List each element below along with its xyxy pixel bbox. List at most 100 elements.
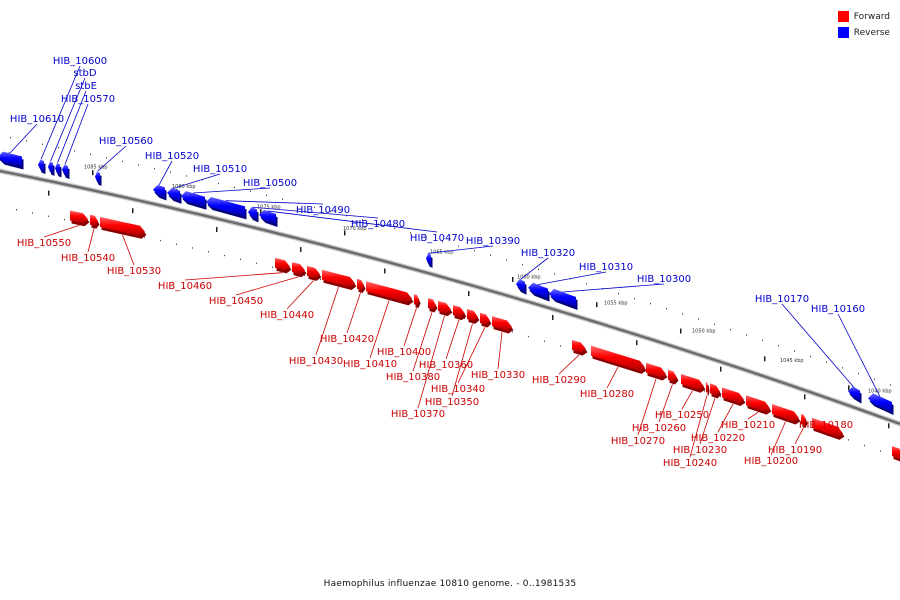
reverse-gene[interactable] [167,187,182,204]
gene-label[interactable]: HIB_10560 [99,136,153,147]
gene-label[interactable]: HIB_10600 [53,56,107,67]
gene-label[interactable]: HIB_10180 [799,420,853,431]
forward-gene[interactable] [710,383,722,399]
gene-label[interactable]: HIB_10540 [61,253,115,264]
gene-label[interactable]: HIB_10160 [811,304,865,315]
gene-label[interactable]: HIB_10250 [655,410,709,421]
gene-label[interactable]: HIB_10270 [611,436,665,447]
forward-gene[interactable] [706,382,710,396]
gene-label[interactable]: HIB_10520 [145,151,199,162]
minor-tick [458,245,459,247]
reverse-gene[interactable] [48,161,55,176]
reverse-gene[interactable] [259,209,278,228]
gene-label[interactable]: HIB_10310 [579,262,633,273]
minor-tick [122,160,123,162]
forward-gene[interactable] [746,395,772,415]
reverse-gene[interactable] [62,164,70,180]
gene-label[interactable]: HIB_10430 [289,356,343,367]
forward-gene[interactable] [90,214,100,229]
reverse-gene[interactable] [206,197,247,220]
gene-label[interactable]: HIB_10450 [209,296,263,307]
gene-label[interactable]: HIB_10570 [61,94,115,105]
forward-gene[interactable] [100,216,147,239]
forward-gene[interactable] [428,298,438,313]
gene-label[interactable]: HIB_10220 [691,433,745,444]
gene-label[interactable]: HIB_10510 [193,164,247,175]
gene-label[interactable]: HIB_10260 [632,423,686,434]
forward-gene[interactable] [812,417,845,440]
minor-tick [176,243,177,245]
forward-gene[interactable] [275,257,292,274]
reverse-gene[interactable] [181,191,207,210]
gene-label[interactable]: HIB_10550 [17,238,71,249]
reverse-gene[interactable] [426,253,433,268]
forward-gene[interactable] [801,413,808,428]
gene-label[interactable]: HIB_10410 [343,359,397,370]
reverse-gene[interactable] [848,386,862,404]
gene-label[interactable]: HIB_10210 [721,420,775,431]
gene-label[interactable]: HIB_10300 [637,274,691,285]
gene-label[interactable]: HIB_10230 [673,445,727,456]
reverse-gene[interactable] [153,184,167,201]
reverse-gene[interactable] [516,279,527,295]
gene-label[interactable]: HIB_10340 [431,384,485,395]
gene-label[interactable]: HIB_10470 [410,233,464,244]
gene-label[interactable]: HIB_10190 [768,445,822,456]
gene-label[interactable]: HIB_10320 [521,248,575,259]
forward-gene[interactable] [492,316,514,334]
gene-label[interactable]: HIB_10420 [320,334,374,345]
gene-label[interactable]: HIB_10360 [419,360,473,371]
forward-gene[interactable] [357,278,366,293]
minor-tick [586,283,587,285]
forward-gene[interactable] [681,373,706,393]
gene-label[interactable]: HIB_10170 [755,294,809,305]
reverse-gene[interactable] [549,288,578,311]
gene-label[interactable]: HIB_10350 [425,397,479,408]
gene-label[interactable]: HIB_10390 [466,236,520,247]
forward-gene[interactable] [892,446,900,462]
forward-gene[interactable] [307,265,322,281]
gene-label[interactable]: stbD [73,68,96,79]
forward-gene[interactable] [480,312,492,328]
minor-tick [170,171,171,173]
gene-label[interactable]: HIB_10490 [296,205,350,216]
forward-gene[interactable] [572,339,588,356]
forward-gene[interactable] [646,362,668,381]
reverse-gene[interactable] [248,207,259,223]
gene-label[interactable]: HIB_10330 [471,370,525,381]
gene-label[interactable]: HIB_10280 [580,389,634,400]
forward-gene[interactable] [668,369,679,385]
forward-gene[interactable] [591,345,647,374]
reverse-gene[interactable] [528,282,550,302]
forward-gene[interactable] [772,404,801,425]
forward-gene[interactable] [467,309,480,324]
forward-gene[interactable] [70,210,90,227]
forward-gene[interactable] [366,281,414,306]
forward-gene[interactable] [438,300,453,317]
reverse-gene[interactable] [55,163,62,178]
gene-label[interactable]: HIB_10440 [260,310,314,321]
forward-gene[interactable] [414,294,421,309]
reverse-gene[interactable] [0,151,24,170]
gene-label[interactable]: HIB_10240 [663,458,717,469]
forward-gene[interactable] [453,305,467,321]
forward-gene[interactable] [322,269,357,291]
leader-line [558,354,580,375]
gene-label[interactable]: HIB_10460 [158,281,212,292]
gene-label[interactable]: HIB_10480 [351,219,405,230]
forward-gene[interactable] [292,262,307,278]
gene-label[interactable]: HIB_10370 [391,409,445,420]
gene-label[interactable]: HIB_10500 [243,178,297,189]
reverse-gene[interactable] [38,159,46,174]
gene-label[interactable]: HIB_10380 [386,372,440,383]
forward-gene[interactable] [722,387,746,406]
gene-label[interactable]: HIB_10200 [744,456,798,467]
gene-label[interactable]: HIB_10610 [10,114,64,125]
gene-label[interactable]: HIB_10530 [107,266,161,277]
gene-label[interactable]: HIB_10290 [532,375,586,386]
gene-label[interactable]: HIB_10400 [377,347,431,358]
reverse-gene[interactable] [868,393,894,416]
leader-line [428,245,494,254]
gene-label[interactable]: stbE [75,81,97,92]
reverse-gene[interactable] [95,171,102,186]
